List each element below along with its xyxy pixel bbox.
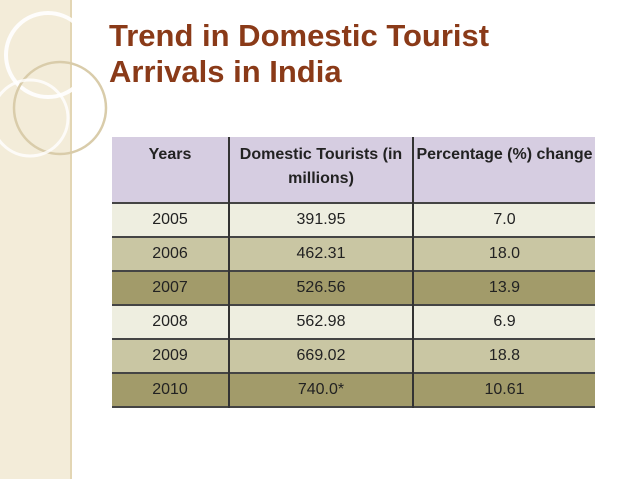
title-line-1: Trend in Domestic Tourist (109, 18, 490, 53)
tourist-arrivals-table: Years Domestic Tourists (in millions) Pe… (112, 137, 595, 408)
decorative-swirl (0, 11, 108, 158)
cell-change: 10.61 (412, 373, 595, 407)
cell-change: 18.8 (412, 339, 595, 373)
cell-year: 2009 (112, 339, 230, 373)
cell-tourists: 562.98 (228, 305, 414, 339)
cell-tourists: 669.02 (228, 339, 414, 373)
cell-tourists: 391.95 (228, 203, 414, 237)
table-row: 2008 562.98 6.9 (112, 305, 595, 339)
slide-title: Trend in Domestic Tourist Arrivals in In… (109, 18, 609, 90)
table-row: 2006 462.31 18.0 (112, 237, 595, 271)
table-row: 2010 740.0* 10.61 (112, 373, 595, 407)
cell-tourists: 740.0* (228, 373, 414, 407)
cell-year: 2008 (112, 305, 230, 339)
title-line-2: Arrivals in India (109, 54, 342, 89)
cell-year: 2010 (112, 373, 230, 407)
table-row: 2007 526.56 13.9 (112, 271, 595, 305)
cell-change: 18.0 (412, 237, 595, 271)
cell-year: 2007 (112, 271, 230, 305)
cell-tourists: 462.31 (228, 237, 414, 271)
table-header-row: Years Domestic Tourists (in millions) Pe… (112, 137, 595, 203)
cell-year: 2006 (112, 237, 230, 271)
table-row: 2009 669.02 18.8 (112, 339, 595, 373)
cell-change: 7.0 (412, 203, 595, 237)
cell-year: 2005 (112, 203, 230, 237)
header-domestic-tourists: Domestic Tourists (in millions) (228, 137, 414, 203)
table-row: 2005 391.95 7.0 (112, 203, 595, 237)
cell-change: 13.9 (412, 271, 595, 305)
cell-tourists: 526.56 (228, 271, 414, 305)
cell-change: 6.9 (412, 305, 595, 339)
header-percentage-change: Percentage (%) change (412, 137, 595, 203)
header-years: Years (112, 137, 230, 203)
